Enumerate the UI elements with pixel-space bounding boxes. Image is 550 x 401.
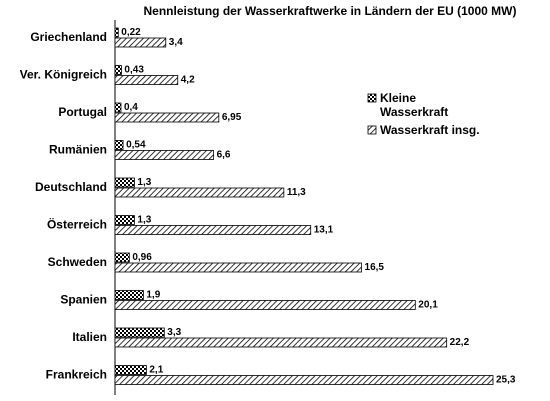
- bar: [114, 112, 220, 123]
- legend-label: Kleine Wasserkraft: [380, 91, 449, 119]
- category-label: Ver. Königreich: [20, 68, 107, 82]
- value-label: 4,2: [181, 75, 195, 86]
- bar: [114, 140, 124, 150]
- bar: [114, 215, 135, 225]
- category-label: Spanien: [60, 293, 107, 307]
- bar: [114, 225, 312, 235]
- value-label: 2,1: [149, 365, 163, 376]
- bar: [114, 27, 119, 38]
- bar: [114, 65, 122, 75]
- value-label: 6,6: [217, 150, 231, 161]
- legend-swatch: [367, 125, 377, 135]
- value-label: 22,2: [450, 337, 470, 348]
- bar: [114, 337, 448, 348]
- category-label: Rumänien: [49, 143, 107, 157]
- value-label: 25,3: [496, 375, 516, 386]
- bar: [114, 375, 494, 385]
- bar: [114, 177, 135, 188]
- category-label: Frankreich: [46, 368, 107, 382]
- value-label: 1,3: [137, 177, 151, 188]
- value-label: 1,9: [146, 290, 160, 301]
- bar: [114, 300, 416, 310]
- value-label: 3,3: [167, 327, 181, 338]
- value-label: 6,95: [222, 112, 242, 123]
- bar: [114, 102, 122, 113]
- bar: [114, 327, 165, 338]
- value-label: 11,3: [287, 187, 306, 198]
- category-label: Griechenland: [30, 30, 107, 44]
- bar: [114, 37, 167, 48]
- value-label: 13,1: [314, 225, 334, 236]
- bar: [114, 365, 147, 375]
- bar: [114, 187, 285, 198]
- value-label: 0,96: [132, 252, 152, 263]
- value-label: 0,22: [121, 27, 141, 38]
- category-label: Schweden: [48, 255, 107, 269]
- chart-title: Nennleistung der Wasserkraftwerke in Län…: [144, 4, 517, 18]
- legend-label: Wasserkraft insg.: [380, 123, 480, 137]
- value-label: 16,5: [365, 262, 385, 273]
- value-label: 0,54: [126, 140, 146, 151]
- value-label: 3,4: [169, 37, 183, 48]
- value-label: 0,43: [124, 65, 144, 76]
- value-label: 0,4: [124, 102, 138, 113]
- bar: [114, 290, 144, 300]
- bar: [114, 262, 362, 273]
- value-label: 1,3: [137, 215, 151, 226]
- category-label: Österreich: [47, 217, 107, 232]
- category-label: Portugal: [58, 105, 107, 119]
- value-label: 20,1: [418, 300, 438, 311]
- bar: [114, 252, 130, 263]
- category-label: Deutschland: [35, 180, 107, 194]
- legend-swatch: [367, 93, 377, 103]
- bar: [114, 75, 179, 85]
- bar: [114, 150, 215, 160]
- category-label: Italien: [72, 330, 107, 344]
